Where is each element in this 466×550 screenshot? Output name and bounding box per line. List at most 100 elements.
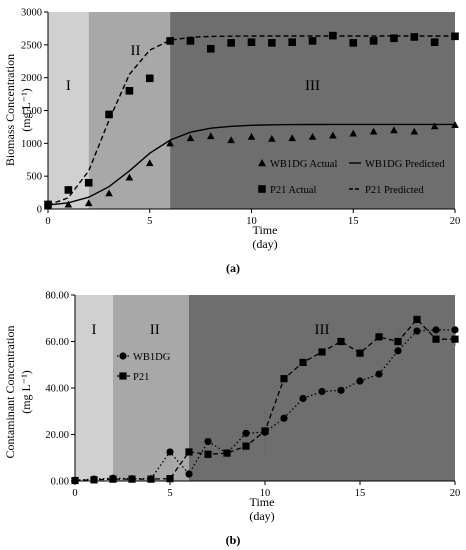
wb1dg-actual-point (349, 129, 358, 137)
y-tick-label: 40.00 (45, 384, 69, 395)
wb1dg-actual-point (166, 139, 174, 147)
y-axis-label: Biomass Concentration (3, 54, 17, 166)
x-axis-label: Time (253, 223, 278, 237)
p21-actual-point (451, 32, 459, 41)
wb1dg-actual-point (288, 134, 296, 142)
p21-point (147, 475, 155, 483)
wb1dg-point (166, 448, 174, 456)
legend-symbol-wb1dg (119, 352, 127, 360)
legend: WB1DG P21 (117, 352, 171, 383)
phase-label-III: III (305, 78, 320, 94)
wb1dg-actual-point (186, 134, 195, 142)
series-markers (71, 315, 459, 485)
axes (44, 11, 456, 213)
p21-actual-point (288, 38, 296, 47)
wb1dg-point (299, 394, 307, 403)
p21-point (128, 475, 136, 483)
wb1dg-point (375, 370, 383, 378)
p21-point (109, 475, 117, 483)
p21-point (280, 375, 288, 383)
p21-point (451, 335, 459, 343)
p21-point (432, 335, 440, 343)
wb1dg-predicted-curve (47, 123, 455, 206)
series-lines (47, 35, 455, 206)
x-tick-label: 0 (45, 216, 50, 227)
tick-labels: 0 5 10 15 20 0 500 1000 1500 2000 2500 3000 (21, 8, 460, 228)
p21-actual-point (227, 39, 235, 47)
legend-label-p21-actual: P21 Actual (270, 185, 316, 196)
wb1dg-actual-point (227, 136, 235, 144)
wb1dg-point (318, 387, 326, 396)
p21-actual-point (268, 39, 276, 47)
p21-point (413, 315, 421, 324)
phase-label-I: I (66, 78, 71, 94)
wb1dg-point (185, 470, 193, 478)
x-tick-label: 20 (450, 488, 461, 499)
y-tick-label: 80.00 (45, 291, 69, 302)
wb1dg-actual-point (410, 127, 419, 135)
y-axis-label: Contaminant Concentration (3, 326, 17, 459)
phase-label-II: II (131, 43, 141, 59)
p21-actual-point (329, 31, 337, 40)
phase-label-I: I (92, 322, 97, 338)
wb1dg-actual-point (64, 200, 73, 208)
wb1dg-actual-point (390, 126, 398, 134)
p21-point (166, 475, 174, 483)
phase-band-I (48, 12, 89, 209)
phase-bands (75, 295, 455, 481)
p21-point (242, 442, 250, 450)
p21-actual-point (207, 44, 215, 53)
p21-point (375, 333, 383, 341)
wb1dg-point (356, 377, 364, 385)
tick-labels: 0 5 10 15 20 0.00 20.00 40.00 60.00 80.00 (45, 291, 460, 500)
wb1dg-actual-point (125, 173, 134, 181)
x-tick-label: 0 (72, 488, 77, 499)
legend-label-p21-predicted: P21 Predicted (365, 185, 424, 196)
y-tick-label: 500 (26, 172, 42, 183)
y-tick-label: 1000 (21, 139, 42, 150)
wb1dg-point (242, 429, 250, 437)
y-tick-label: 2000 (21, 73, 42, 84)
p21-actual-point (84, 178, 93, 187)
series-markers (44, 31, 459, 209)
wb1dg-actual-point (451, 121, 459, 128)
wb1dg-actual-point (369, 127, 378, 135)
legend-label-wb1dg-predicted: WB1DG Predicted (365, 159, 445, 170)
phase-band-III (170, 12, 455, 209)
p21-point (356, 349, 364, 357)
wb1dg-actual-point (308, 132, 317, 140)
legend-label-wb1dg: WB1DG (133, 352, 171, 363)
legend: WB1DG Actual WB1DG Predicted P21 Actual P21… (258, 159, 445, 196)
p21-actual-point (390, 34, 398, 43)
phase-label-III: III (315, 322, 330, 338)
wb1dg-point (413, 327, 421, 335)
wb1dg-actual-point (430, 122, 439, 130)
y-axis-unit: (mg L⁻¹) (19, 370, 33, 414)
p21-actual-point (186, 37, 195, 45)
y-tick-label: 0 (37, 205, 42, 216)
p21-actual-point (105, 110, 113, 119)
phase-label-II: II (150, 322, 160, 338)
wb1dg-point (394, 347, 402, 355)
p21-actual-point (349, 39, 358, 47)
p21-actual-point (125, 87, 134, 95)
phase-bands (48, 12, 455, 209)
p21-point (337, 337, 345, 346)
panel-label: (b) (226, 533, 241, 547)
legend-symbol-wb1dg-actual (258, 159, 266, 167)
p21-predicted-curve (47, 35, 455, 206)
x-tick-label: 5 (147, 216, 152, 227)
wb1dg-point (432, 326, 440, 334)
legend-symbol-p21 (119, 372, 127, 380)
wb1dg-actual-point (329, 131, 337, 139)
legend-label-wb1dg-actual: WB1DG Actual (270, 159, 337, 170)
p21-point (299, 358, 307, 367)
y-tick-label: 0.00 (51, 477, 69, 488)
wb1dg-actual-point (105, 189, 113, 197)
panel-label: (a) (226, 261, 240, 275)
y-tick-label: 1500 (21, 106, 42, 117)
